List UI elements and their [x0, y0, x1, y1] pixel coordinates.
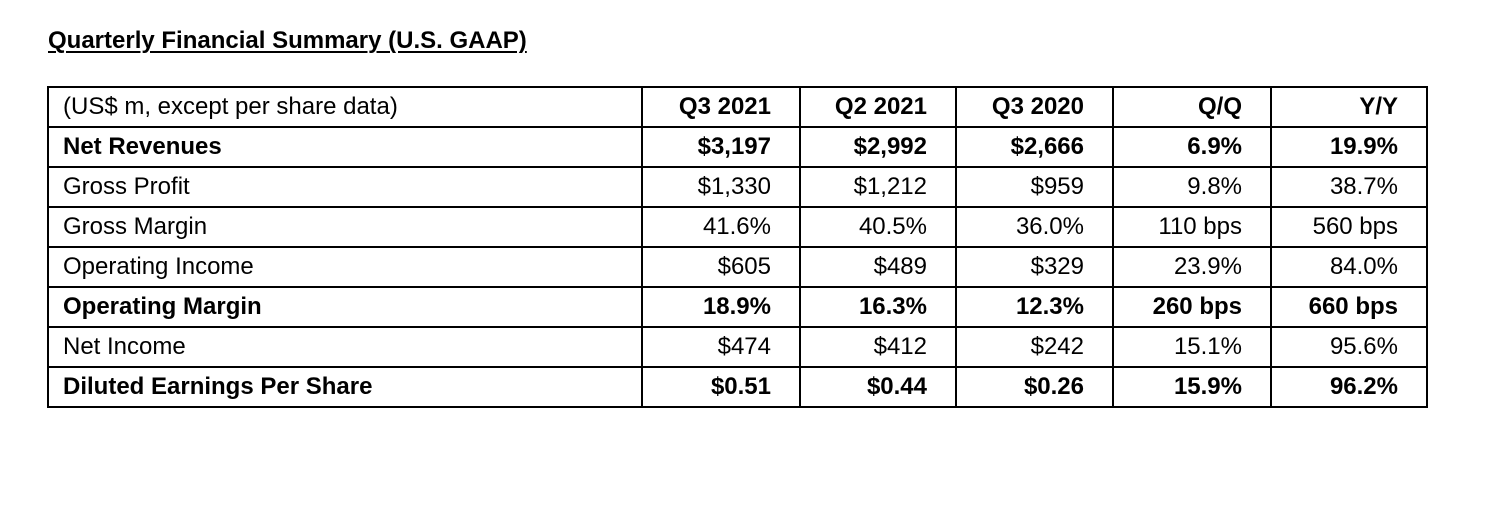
cell-value: $0.51 — [641, 366, 801, 408]
row-label: Net Revenues — [47, 126, 643, 168]
cell-value: 84.0% — [1270, 246, 1428, 288]
cell-value: 560 bps — [1270, 206, 1428, 248]
header-q2-2021: Q2 2021 — [799, 86, 957, 128]
cell-value: 40.5% — [799, 206, 957, 248]
cell-value: 15.9% — [1112, 366, 1272, 408]
cell-value: 18.9% — [641, 286, 801, 328]
row-label: Operating Margin — [47, 286, 643, 328]
cell-value: 260 bps — [1112, 286, 1272, 328]
header-q3-2021: Q3 2021 — [641, 86, 801, 128]
cell-value: 110 bps — [1112, 206, 1272, 248]
financial-summary-table: (US$ m, except per share data) Q3 2021 Q… — [47, 86, 1428, 408]
cell-value: 12.3% — [955, 286, 1114, 328]
page-title: Quarterly Financial Summary (U.S. GAAP) — [48, 27, 527, 54]
cell-value: 96.2% — [1270, 366, 1428, 408]
cell-value: 36.0% — [955, 206, 1114, 248]
cell-value: $329 — [955, 246, 1114, 288]
cell-value: $2,666 — [955, 126, 1114, 168]
cell-value: 38.7% — [1270, 166, 1428, 208]
header-yy: Y/Y — [1270, 86, 1428, 128]
row-label: Gross Margin — [47, 206, 643, 248]
row-label: Operating Income — [47, 246, 643, 288]
cell-value: $605 — [641, 246, 801, 288]
cell-value: 41.6% — [641, 206, 801, 248]
table-row: Operating Margin 18.9% 16.3% 12.3% 260 b… — [47, 286, 1428, 328]
cell-value: $489 — [799, 246, 957, 288]
table-row: Net Revenues $3,197 $2,992 $2,666 6.9% 1… — [47, 126, 1428, 168]
cell-value: $0.26 — [955, 366, 1114, 408]
cell-value: $412 — [799, 326, 957, 368]
header-qq: Q/Q — [1112, 86, 1272, 128]
row-label: Diluted Earnings Per Share — [47, 366, 643, 408]
cell-value: 6.9% — [1112, 126, 1272, 168]
cell-value: $2,992 — [799, 126, 957, 168]
table-row: Net Income $474 $412 $242 15.1% 95.6% — [47, 326, 1428, 368]
table-row: Operating Income $605 $489 $329 23.9% 84… — [47, 246, 1428, 288]
cell-value: 19.9% — [1270, 126, 1428, 168]
table-row: Diluted Earnings Per Share $0.51 $0.44 $… — [47, 366, 1428, 408]
cell-value: $1,212 — [799, 166, 957, 208]
header-q3-2020: Q3 2020 — [955, 86, 1114, 128]
table-row: Gross Margin 41.6% 40.5% 36.0% 110 bps 5… — [47, 206, 1428, 248]
cell-value: 23.9% — [1112, 246, 1272, 288]
cell-value: $3,197 — [641, 126, 801, 168]
row-label: Net Income — [47, 326, 643, 368]
cell-value: $474 — [641, 326, 801, 368]
cell-value: 16.3% — [799, 286, 957, 328]
cell-value: $242 — [955, 326, 1114, 368]
row-label: Gross Profit — [47, 166, 643, 208]
cell-value: $959 — [955, 166, 1114, 208]
cell-value: $1,330 — [641, 166, 801, 208]
cell-value: 95.6% — [1270, 326, 1428, 368]
cell-value: 15.1% — [1112, 326, 1272, 368]
header-units-cell: (US$ m, except per share data) — [47, 86, 643, 128]
table-header-row: (US$ m, except per share data) Q3 2021 Q… — [47, 86, 1428, 128]
cell-value: 9.8% — [1112, 166, 1272, 208]
table-row: Gross Profit $1,330 $1,212 $959 9.8% 38.… — [47, 166, 1428, 208]
cell-value: $0.44 — [799, 366, 957, 408]
cell-value: 660 bps — [1270, 286, 1428, 328]
